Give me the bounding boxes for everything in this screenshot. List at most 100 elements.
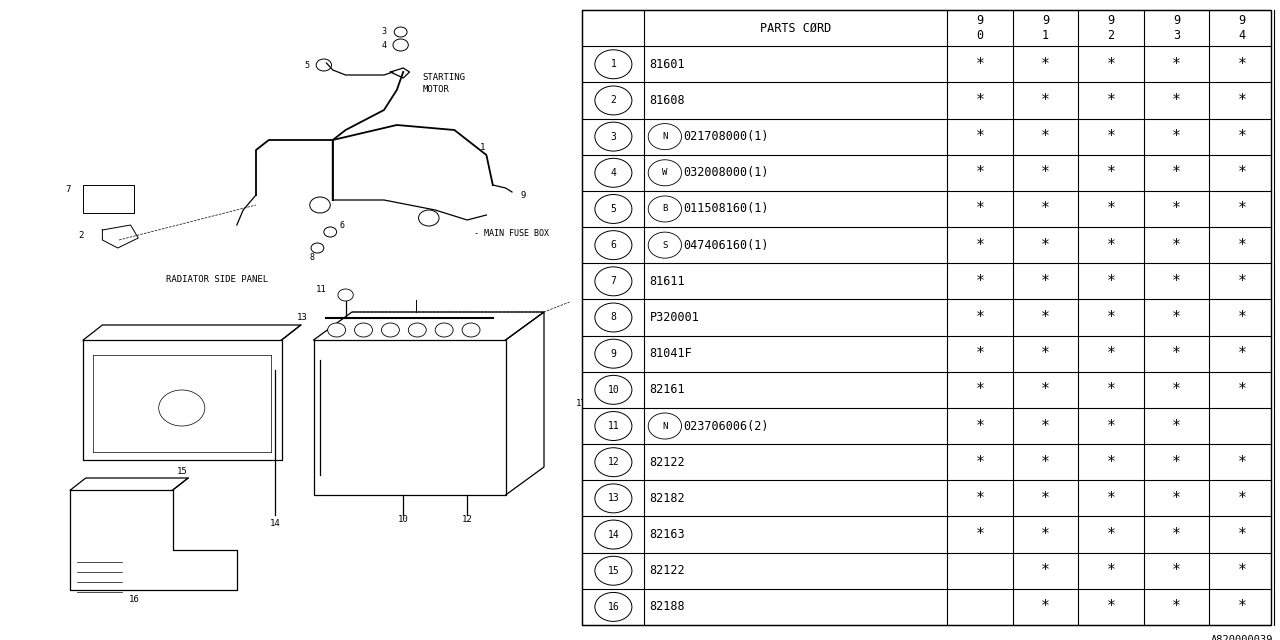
Text: *: *: [1041, 382, 1050, 397]
Text: *: *: [1238, 202, 1247, 216]
Text: 12: 12: [608, 457, 620, 467]
Text: *: *: [1106, 419, 1115, 433]
Text: 8: 8: [310, 253, 315, 262]
Text: 10: 10: [608, 385, 620, 395]
Text: 82163: 82163: [649, 528, 685, 541]
Text: *: *: [1106, 310, 1115, 325]
Text: *: *: [1172, 237, 1180, 253]
Circle shape: [408, 323, 426, 337]
Text: 4: 4: [611, 168, 617, 178]
Text: 12: 12: [462, 515, 472, 525]
Text: 3: 3: [611, 132, 617, 141]
Text: N: N: [662, 132, 668, 141]
Text: *: *: [1041, 346, 1050, 361]
Text: *: *: [1041, 563, 1050, 578]
Text: *: *: [1106, 563, 1115, 578]
Text: *: *: [1238, 93, 1247, 108]
Text: *: *: [1041, 57, 1050, 72]
Text: *: *: [1172, 346, 1180, 361]
Text: 032008000(1): 032008000(1): [682, 166, 768, 179]
Text: *: *: [975, 310, 984, 325]
Text: 81601: 81601: [649, 58, 685, 71]
Text: *: *: [1041, 129, 1050, 144]
Text: 81611: 81611: [649, 275, 685, 288]
Text: *: *: [1041, 600, 1050, 614]
Text: 1: 1: [480, 143, 485, 152]
Text: *: *: [975, 202, 984, 216]
Text: 16: 16: [608, 602, 620, 612]
Text: *: *: [975, 491, 984, 506]
Text: *: *: [1172, 600, 1180, 614]
Text: W: W: [662, 168, 668, 177]
Text: 021708000(1): 021708000(1): [682, 130, 768, 143]
Text: *: *: [1106, 93, 1115, 108]
Text: *: *: [1238, 57, 1247, 72]
Circle shape: [355, 323, 372, 337]
Text: *: *: [1238, 310, 1247, 325]
Text: *: *: [1172, 527, 1180, 542]
Text: *: *: [1238, 527, 1247, 542]
Circle shape: [381, 323, 399, 337]
Text: *: *: [1106, 237, 1115, 253]
Text: 82122: 82122: [649, 564, 685, 577]
Text: *: *: [975, 419, 984, 433]
Text: *: *: [1172, 454, 1180, 470]
Text: STARTING: STARTING: [422, 74, 466, 83]
Text: *: *: [1238, 165, 1247, 180]
Text: *: *: [975, 57, 984, 72]
Text: *: *: [1172, 491, 1180, 506]
Circle shape: [419, 210, 439, 226]
Text: *: *: [1172, 419, 1180, 433]
Text: 13: 13: [297, 314, 307, 323]
Text: *: *: [1238, 346, 1247, 361]
Text: PARTS CØRD: PARTS CØRD: [760, 22, 832, 35]
Text: *: *: [1238, 129, 1247, 144]
Text: 9
4: 9 4: [1238, 14, 1245, 42]
Text: 9: 9: [521, 191, 526, 200]
Text: 8: 8: [611, 312, 617, 323]
Text: *: *: [1106, 129, 1115, 144]
Text: *: *: [975, 129, 984, 144]
Text: *: *: [975, 346, 984, 361]
Text: 3: 3: [381, 28, 387, 36]
Text: *: *: [1106, 491, 1115, 506]
Text: 82188: 82188: [649, 600, 685, 613]
Text: *: *: [1238, 274, 1247, 289]
Text: *: *: [1238, 491, 1247, 506]
Text: *: *: [1106, 527, 1115, 542]
Text: 14: 14: [608, 529, 620, 540]
Text: *: *: [1172, 563, 1180, 578]
Text: 7: 7: [611, 276, 617, 286]
Text: 9
1: 9 1: [1042, 14, 1050, 42]
Circle shape: [338, 289, 353, 301]
Text: 15: 15: [608, 566, 620, 576]
Text: *: *: [1106, 202, 1115, 216]
Text: S: S: [662, 241, 668, 250]
Text: *: *: [1106, 600, 1115, 614]
Text: 81608: 81608: [649, 94, 685, 107]
Circle shape: [435, 323, 453, 337]
Text: *: *: [1106, 57, 1115, 72]
Text: 047406160(1): 047406160(1): [682, 239, 768, 252]
Text: *: *: [1172, 129, 1180, 144]
Text: *: *: [1172, 93, 1180, 108]
Text: 16: 16: [129, 595, 140, 605]
Text: *: *: [975, 274, 984, 289]
Text: 15: 15: [177, 467, 187, 477]
Text: MOTOR: MOTOR: [422, 86, 449, 95]
Text: 14: 14: [270, 518, 280, 527]
Text: *: *: [1172, 57, 1180, 72]
Circle shape: [328, 323, 346, 337]
Text: 5: 5: [305, 61, 310, 70]
Text: - MAIN FUSE BOX: - MAIN FUSE BOX: [474, 228, 549, 237]
Text: *: *: [1106, 454, 1115, 470]
Text: 7: 7: [65, 186, 70, 195]
Text: RADIATOR SIDE PANEL: RADIATOR SIDE PANEL: [166, 275, 269, 285]
Text: -: -: [425, 213, 433, 223]
Text: *: *: [1172, 202, 1180, 216]
Text: *: *: [975, 165, 984, 180]
Text: 2: 2: [78, 230, 83, 239]
Text: *: *: [1041, 527, 1050, 542]
Text: 9
0: 9 0: [977, 14, 983, 42]
Text: 11: 11: [608, 421, 620, 431]
